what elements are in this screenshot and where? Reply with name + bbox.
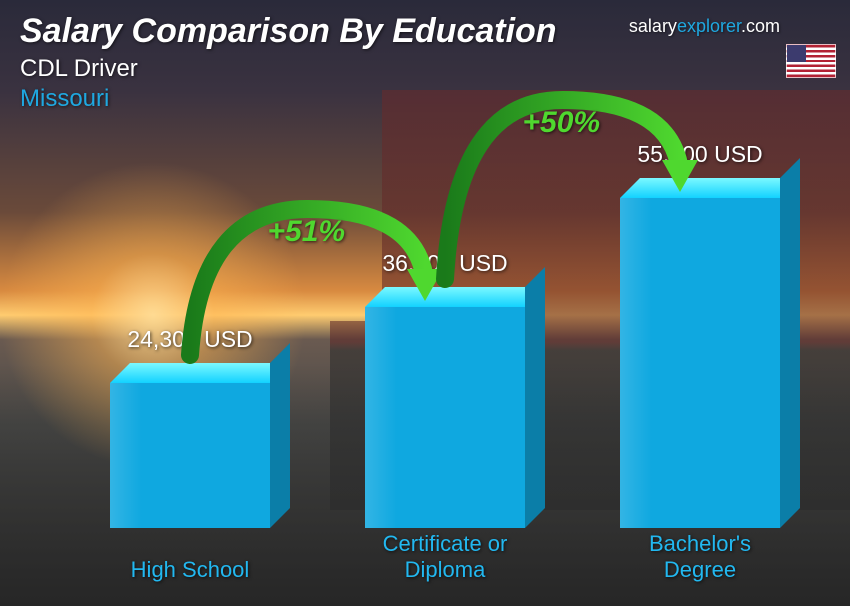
site-branding: salaryexplorer.com xyxy=(629,16,780,37)
site-suffix: .com xyxy=(741,16,780,36)
flag-icon xyxy=(786,44,836,78)
chart-subtitle: CDL Driver xyxy=(20,55,830,83)
bar-2: 55,200 USDBachelor'sDegree xyxy=(610,198,790,528)
site-prefix: salary xyxy=(629,16,677,36)
bar-value-label: 24,300 USD xyxy=(80,326,300,353)
increase-pct-label: +50% xyxy=(523,106,601,140)
bar-value-label: 55,200 USD xyxy=(590,141,810,168)
bar-value-label: 36,900 USD xyxy=(335,250,555,277)
bar-category-label: Bachelor'sDegree xyxy=(590,531,810,582)
bar-category-label: Certificate orDiploma xyxy=(335,531,555,582)
increase-pct-label: +51% xyxy=(268,215,346,249)
bar-0: 24,300 USDHigh School xyxy=(100,383,280,528)
bar-1: 36,900 USDCertificate orDiploma xyxy=(355,307,535,528)
bar-category-label: High School xyxy=(80,557,300,582)
bar-chart: 24,300 USDHigh School36,900 USDCertifica… xyxy=(40,106,790,586)
site-highlight: explorer xyxy=(677,16,741,36)
